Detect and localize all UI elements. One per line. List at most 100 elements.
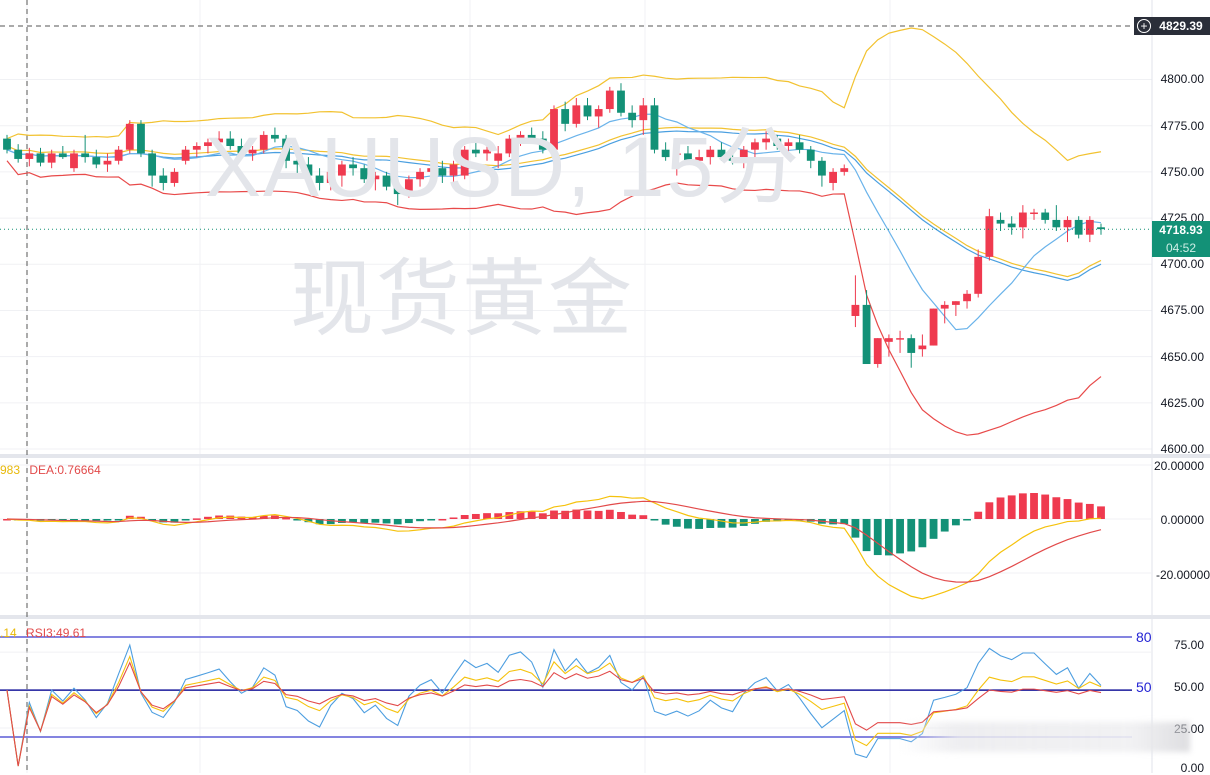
macd-bar: [963, 519, 971, 521]
price-tick: 4800.00: [1160, 72, 1204, 86]
macd-bar: [58, 519, 67, 521]
last-price-badge: 4718.93 04:52: [1152, 221, 1210, 257]
macd-bar: [639, 515, 648, 519]
candle: [739, 149, 748, 161]
candle: [583, 105, 592, 117]
macd-bar: [996, 497, 1005, 519]
candle: [237, 146, 246, 154]
macd-bar: [293, 519, 302, 521]
candle: [907, 338, 916, 353]
candle: [695, 157, 704, 161]
candle: [114, 149, 123, 161]
candle: [315, 175, 324, 183]
macd-bar: [985, 502, 994, 519]
candle: [1085, 219, 1094, 235]
candle: [862, 304, 871, 365]
candle: [14, 149, 23, 159]
candle: [851, 304, 860, 316]
candle: [1052, 219, 1061, 228]
macd-bar: [192, 518, 201, 520]
candle: [92, 157, 101, 165]
macd-bar: [349, 519, 357, 523]
candle: [125, 123, 134, 150]
price-tick: 4650.00: [1160, 350, 1204, 364]
macd-dif-value: 983: [0, 463, 21, 477]
price-tick: 4675.00: [1160, 303, 1204, 317]
price-tick: 4750.00: [1160, 165, 1204, 179]
rsi-tick: 50.00: [1173, 680, 1204, 694]
candle: [449, 164, 458, 176]
add-alert-icon[interactable]: +: [1137, 19, 1151, 33]
macd-bar: [81, 519, 90, 521]
macd-bar: [1041, 494, 1050, 519]
macd-bar: [304, 519, 313, 523]
candle: [985, 216, 994, 257]
macd-bar: [1085, 503, 1094, 519]
candle: [81, 153, 90, 158]
candle: [416, 171, 424, 180]
candle: [840, 168, 849, 172]
candle: [762, 138, 771, 143]
candle: [226, 138, 235, 147]
macd-bar: [92, 519, 101, 521]
macd-bar: [427, 519, 436, 521]
macd-bar: [918, 519, 927, 548]
candle: [36, 153, 45, 163]
candle: [58, 153, 67, 158]
crosshair-price-badge: + 4829.39: [1134, 17, 1210, 35]
candle: [271, 134, 279, 139]
candle: [282, 138, 290, 161]
candle: [784, 142, 793, 147]
candle: [818, 160, 826, 176]
macd-bar: [695, 519, 704, 529]
macd-bar: [1030, 493, 1038, 519]
macd-bar: [628, 514, 637, 519]
candle: [751, 142, 759, 150]
candle: [47, 153, 56, 163]
macd-bar: [460, 515, 469, 519]
macd-bar: [471, 513, 480, 519]
macd-bar: [572, 509, 581, 519]
price-tick: 4700.00: [1160, 257, 1204, 271]
macd-bar: [706, 519, 715, 528]
blurred-overlay: [900, 722, 1190, 752]
macd-bar: [1018, 493, 1027, 519]
macd-bar: [371, 519, 380, 523]
candle: [873, 338, 882, 365]
macd-bar: [896, 519, 904, 554]
price-tick: 4600.00: [1160, 442, 1204, 456]
candle: [382, 175, 391, 187]
macd-bar: [1097, 506, 1105, 519]
candle: [70, 153, 78, 169]
candle: [471, 149, 480, 154]
candle: [215, 138, 224, 143]
macd-bar: [605, 509, 614, 519]
candle: [148, 153, 157, 176]
macd-bar: [315, 519, 324, 525]
candle: [951, 301, 960, 305]
rsi3-value: RSI3:49.61: [26, 626, 87, 640]
macd-bar: [449, 517, 458, 519]
candle: [181, 149, 190, 161]
macd-bar: [840, 519, 849, 525]
candle: [393, 186, 402, 195]
candle: [360, 168, 369, 180]
macd-bar: [940, 519, 949, 532]
candle: [628, 112, 637, 121]
macd-legend: 983 DEA:0.76664: [0, 463, 101, 477]
candle: [661, 149, 670, 158]
candle: [963, 293, 971, 302]
candle: [438, 168, 447, 176]
rsi2-value: .14: [0, 626, 17, 640]
last-price: 4718.93: [1159, 223, 1203, 237]
macd-tick: 0.00000: [1160, 513, 1204, 527]
macd-bar: [884, 519, 893, 556]
macd-bar: [951, 519, 960, 526]
macd-bar: [282, 517, 290, 520]
candle: [326, 171, 335, 183]
candle: [259, 134, 268, 150]
candle: [639, 105, 648, 121]
candle: [795, 142, 804, 150]
candle: [1007, 223, 1016, 228]
